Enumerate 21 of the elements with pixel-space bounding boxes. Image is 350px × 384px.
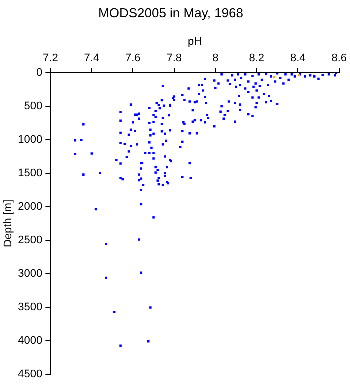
x-tick-label: 8.6 (332, 52, 348, 64)
x-tick-label: 7.4 (84, 52, 100, 64)
y-tick-label: 2000 (18, 200, 43, 213)
x-tick-label: 8.4 (290, 52, 306, 64)
x-tick-label: 7.2 (43, 52, 58, 64)
y-tick-label: 1000 (18, 134, 43, 146)
y-tick-label: 4000 (18, 334, 43, 347)
x-tick-label: 8 (212, 52, 219, 64)
y-tick-label: 3500 (18, 301, 43, 314)
x-axis-title: pH (188, 36, 202, 48)
chart-title: MODS2005 in May, 1968 (98, 5, 244, 20)
y-tick-label: 1500 (18, 168, 43, 180)
x-tick-label: 7.8 (166, 52, 182, 64)
y-tick-label: 3000 (18, 268, 43, 280)
y-tick-label: 500 (24, 100, 43, 113)
y-tick-label: 0 (36, 67, 43, 80)
y-tick-label: 2500 (18, 234, 43, 246)
x-tick-label: 8.2 (249, 52, 265, 64)
y-tick-label: 4500 (18, 368, 43, 380)
x-tick-label: 7.6 (126, 52, 141, 64)
y-axis-title: Depth [m] (2, 200, 15, 248)
